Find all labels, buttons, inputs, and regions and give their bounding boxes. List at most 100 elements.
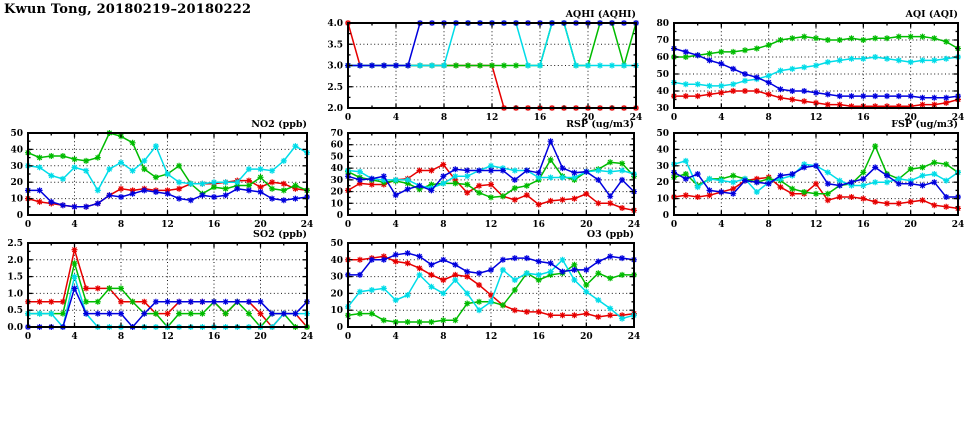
x-tick-label: 0 [25,220,31,230]
y-tick-label: 0.5 [7,306,23,316]
series-line-red [348,255,635,318]
gridlines [29,244,306,326]
x-tick-label: 4 [718,220,724,230]
x-tick-label: 16 [532,220,545,230]
axis-ticks [673,132,959,216]
chart-fsp: 0 4 8 12 16 20 24 0 10 20 30 40 50 FSP (ug/m3) [656,119,964,230]
x-tick-label: 4 [71,332,77,342]
y-tick-label: 20 [656,178,669,188]
series-line-blue [348,22,636,67]
x-tick-label: 8 [766,220,772,230]
axis-labels: 0 4 8 12 16 20 24 0 10 20 30 40 50 [656,129,964,230]
chart-aqhi: 0 4 8 12 16 20 24 2.0 2.5 3.0 3.5 4.0 AQHI (AQHI) [327,9,642,123]
x-tick-label: 20 [254,332,267,342]
y-tick-label: 60 [656,53,669,63]
x-tick-label: 12 [161,332,174,342]
x-tick-label: 8 [440,220,446,230]
y-tick-label: 2.0 [327,104,343,114]
y-tick-label: 3.0 [327,62,343,72]
y-tick-label: 50 [656,129,669,139]
x-tick-label: 8 [441,113,447,123]
x-tick-label: 20 [582,113,595,123]
y-tick-label: 50 [330,239,343,249]
x-tick-label: 24 [628,332,641,342]
x-tick-label: 16 [857,220,870,230]
x-tick-label: 12 [810,113,823,123]
y-tick-label: 2.0 [7,256,23,266]
y-tick-label: 2.5 [7,239,23,249]
x-tick-label: 24 [301,332,314,342]
axis-ticks [27,132,308,216]
x-tick-label: 16 [208,220,221,230]
x-tick-label: 20 [580,332,593,342]
series-group [345,138,637,214]
axis-labels: 0 4 8 12 16 20 24 30 40 50 60 70 80 [656,19,964,123]
x-tick-label: 4 [393,332,399,342]
chart-title: AQHI (AQHI) [565,9,636,20]
chart-no2: 0 4 8 12 16 20 24 0 10 20 30 40 50 NO2 (ppb) [10,119,313,230]
y-tick-label: 20 [330,289,343,299]
x-tick-label: 0 [345,332,351,342]
axis-ticks [347,132,635,216]
x-tick-label: 12 [161,220,174,230]
gridlines [349,244,633,326]
series-markers-blue [345,138,637,200]
chart-title: RSP (ug/m3) [566,119,634,130]
y-tick-label: 70 [656,36,669,46]
y-tick-label: 30 [10,162,23,172]
x-tick-label: 20 [904,220,917,230]
x-tick-label: 12 [810,220,823,230]
y-tick-label: 30 [656,162,669,172]
chart-aqi: 0 4 8 12 16 20 24 30 40 50 60 70 80 AQI (AQI) [656,9,964,123]
axis-labels: 0 4 8 12 16 20 24 2.0 2.5 3.0 3.5 4.0 [327,19,642,123]
chart-so2: 0 4 8 12 16 20 24 0.0 0.5 1.0 1.5 2.0 2.5 SO2 (ppb) [7,229,313,342]
y-tick-label: 10 [10,195,23,205]
chart-title: AQI (AQI) [905,9,958,20]
x-tick-label: 4 [718,113,724,123]
y-tick-label: 0 [337,323,343,333]
y-tick-label: 2.5 [327,83,343,93]
y-tick-label: 3.5 [327,40,343,50]
y-tick-label: 30 [330,176,343,186]
x-tick-label: 24 [630,113,643,123]
series-line-cyan [348,22,636,67]
x-tick-label: 20 [904,113,917,123]
x-tick-label: 12 [485,332,498,342]
y-tick-label: 70 [330,129,343,139]
y-tick-label: 80 [656,19,669,29]
x-tick-label: 24 [628,220,641,230]
y-tick-label: 0 [337,211,343,221]
x-tick-label: 0 [345,113,351,123]
x-tick-label: 0 [671,113,677,123]
y-tick-label: 4.0 [327,19,343,29]
x-tick-label: 4 [393,113,399,123]
y-tick-label: 30 [656,104,669,114]
y-tick-label: 60 [330,141,343,151]
x-tick-label: 8 [118,332,124,342]
x-tick-label: 8 [440,332,446,342]
x-tick-label: 4 [393,220,399,230]
x-tick-label: 0 [671,220,677,230]
x-tick-label: 4 [71,220,77,230]
x-tick-label: 20 [580,220,593,230]
chart-title: FSP (ug/m3) [891,119,958,130]
x-tick-label: 20 [254,220,267,230]
series-markers-cyan [25,143,310,194]
x-tick-label: 8 [118,220,124,230]
y-tick-label: 1.0 [7,289,23,299]
x-tick-label: 24 [301,220,314,230]
chart-title: NO2 (ppb) [251,119,307,130]
axis-labels: 0 4 8 12 16 20 24 0 10 20 30 40 50 [10,129,313,230]
axis-ticks [347,22,637,109]
y-tick-label: 50 [10,129,23,139]
y-tick-label: 50 [330,152,343,162]
series-group [345,20,639,111]
axis-labels: 0 4 8 12 16 20 24 0.0 0.5 1.0 1.5 2.0 2.5 [7,239,313,342]
y-tick-label: 50 [656,70,669,80]
x-tick-label: 24 [952,113,965,123]
y-tick-label: 10 [330,306,343,316]
x-tick-label: 16 [534,113,547,123]
y-tick-label: 0.0 [7,323,23,333]
axis-ticks [27,242,308,328]
